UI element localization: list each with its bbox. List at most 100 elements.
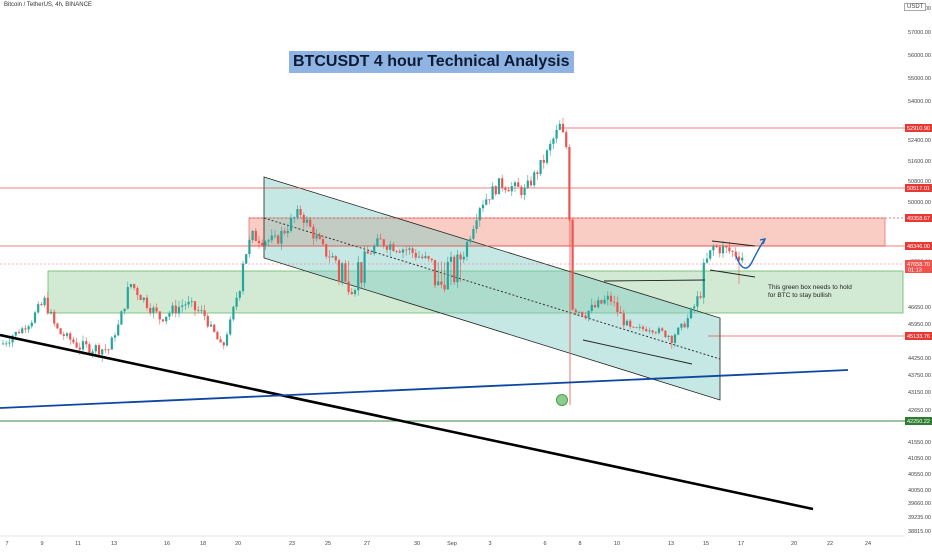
y-tick-label: 55000.00: [908, 76, 931, 82]
price-tag-label: 42250.22: [907, 419, 930, 425]
candle-body: [593, 304, 597, 308]
candle-body: [401, 249, 405, 253]
candle-body: [417, 256, 421, 258]
candle-body: [133, 284, 136, 288]
currency-unit-badge[interactable]: USDT: [904, 3, 927, 11]
candle-body: [152, 307, 155, 313]
candle-body: [101, 349, 104, 355]
candle-body: [613, 301, 616, 303]
candle-body: [168, 313, 171, 317]
candle-body: [469, 238, 472, 242]
candle-body: [126, 287, 129, 309]
candle-body: [309, 219, 312, 227]
candle-body: [177, 306, 181, 314]
candle-body: [398, 251, 401, 253]
candle-body: [389, 244, 392, 250]
wedge-lower-line: [582, 339, 693, 365]
x-tick-label: 8: [578, 541, 581, 547]
channel-midline: [263, 217, 721, 360]
candle-body: [161, 319, 165, 322]
x-tick-label: 23: [289, 541, 295, 547]
candle-body: [193, 301, 197, 311]
candle-body: [421, 256, 424, 259]
candle-body: [200, 310, 203, 312]
candle-body: [110, 337, 113, 350]
candle-body: [312, 226, 315, 239]
candle-body: [635, 327, 638, 329]
candle-body: [216, 331, 219, 340]
y-tick-label: 39235.00: [908, 515, 931, 521]
candle-body: [664, 330, 667, 338]
y-tick-label: 42650.00: [908, 408, 931, 414]
candle-body: [405, 249, 408, 251]
x-tick-label: 11: [75, 541, 81, 547]
price-tag: [905, 242, 932, 250]
candle-body: [289, 218, 293, 231]
candle-body: [737, 256, 741, 261]
candle-body: [523, 187, 526, 196]
y-tick-label: 50000.00: [908, 200, 931, 206]
candle-body: [225, 334, 229, 346]
candle-body: [187, 301, 190, 305]
x-tick-label: 13: [668, 541, 674, 547]
candle-body: [561, 123, 565, 133]
candle-body: [497, 178, 501, 195]
candle-body: [677, 327, 680, 335]
candle-body: [33, 312, 37, 323]
x-tick-label: 24: [865, 541, 871, 547]
projection-arrow: [735, 238, 766, 269]
candle-body: [14, 331, 17, 336]
price-tag-label: 52910.90: [907, 126, 930, 132]
candle-body: [286, 230, 289, 234]
price-tag-label: 49358.67: [907, 216, 930, 222]
candle-body: [344, 263, 347, 282]
y-tick-label: 52400.00: [908, 138, 931, 144]
candle-body: [453, 256, 456, 283]
price-tag-label: 47658.70: [907, 262, 930, 268]
price-tag: [905, 260, 932, 268]
candle-body: [683, 323, 686, 328]
candle-body: [638, 326, 641, 328]
descending-channel: [263, 176, 721, 401]
candle-body: [325, 244, 328, 257]
candle-body: [174, 305, 177, 314]
candle-body: [241, 263, 245, 292]
candle-body: [609, 295, 613, 302]
candle-body: [549, 143, 552, 151]
candle-body: [689, 308, 693, 319]
candle-body: [709, 250, 712, 259]
candle-body: [40, 304, 43, 306]
candle-body: [363, 251, 366, 283]
candle-body: [43, 297, 46, 306]
candle-body: [731, 251, 734, 252]
candle-body: [696, 296, 699, 307]
candle-body: [488, 199, 491, 201]
candle-body: [536, 172, 539, 174]
candle-body: [299, 209, 302, 215]
candle-body: [670, 335, 673, 343]
candle-body: [270, 235, 273, 241]
y-tick-label: 57000.00: [908, 30, 931, 36]
candle-body: [597, 300, 600, 308]
candle-body: [321, 239, 325, 245]
candle-body: [395, 251, 398, 252]
candle-body: [526, 180, 529, 188]
x-tick-label: 16: [164, 541, 170, 547]
candle-body: [577, 311, 581, 313]
x-tick-label: 10: [614, 541, 620, 547]
candle-body: [213, 324, 216, 332]
candle-body: [376, 238, 379, 247]
candle-body: [104, 349, 107, 351]
y-tick-label: 44250.00: [908, 356, 931, 362]
candle-body: [641, 326, 645, 330]
y-tick-label: 50800.00: [908, 179, 931, 185]
candle-body: [728, 247, 731, 252]
candle-body: [603, 299, 606, 304]
candle-body: [81, 341, 85, 350]
candle-body: [305, 219, 309, 223]
candle-body: [315, 235, 318, 239]
candle-body: [494, 186, 497, 195]
candle-body: [411, 248, 414, 253]
